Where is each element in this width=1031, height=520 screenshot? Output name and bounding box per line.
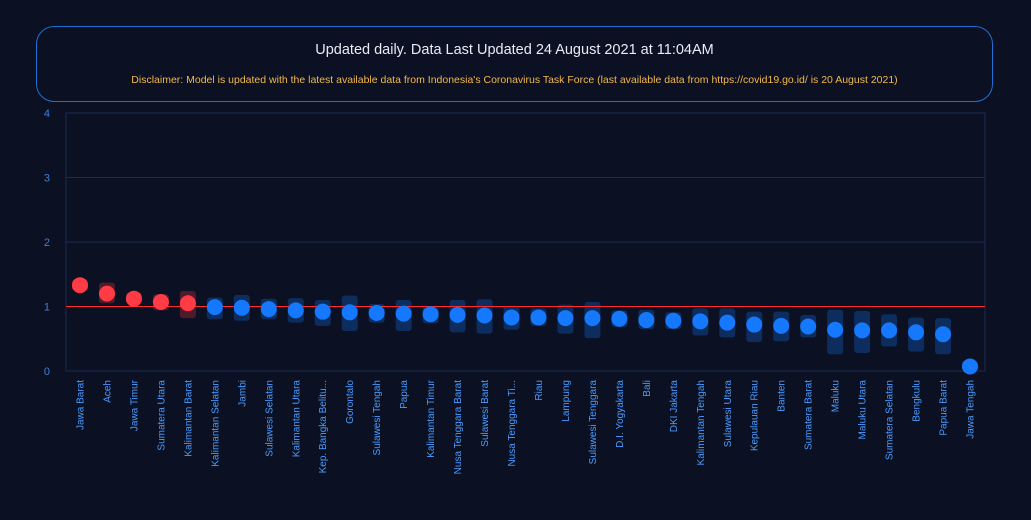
data-point bbox=[260, 301, 277, 318]
x-tick-label: DKI Jakarta bbox=[669, 380, 680, 433]
x-tick-label: Bali bbox=[642, 380, 653, 397]
data-point bbox=[314, 303, 331, 320]
data-point bbox=[746, 316, 763, 333]
data-point bbox=[584, 310, 601, 327]
y-tick-label-4: 4 bbox=[44, 108, 50, 120]
data-point bbox=[98, 285, 115, 302]
x-tick-label: Maluku bbox=[831, 380, 842, 412]
x-tick-label: D.I. Yogyakarta bbox=[615, 380, 626, 448]
data-point bbox=[800, 318, 817, 335]
data-point bbox=[395, 305, 412, 322]
x-tick-label: Jambi bbox=[237, 380, 248, 407]
x-tick-label: Papua Barat bbox=[939, 380, 950, 436]
data-point bbox=[773, 317, 790, 334]
x-tick-label: Aceh bbox=[102, 380, 113, 403]
data-point bbox=[341, 304, 358, 321]
data-point bbox=[152, 293, 169, 310]
data-point bbox=[854, 322, 871, 339]
x-tick-label: Sulawesi Tenggara bbox=[588, 380, 599, 465]
y-tick-label-0: 0 bbox=[44, 366, 50, 378]
x-tick-label: Bengkulu bbox=[912, 380, 923, 422]
x-tick-label: Jawa Timur bbox=[129, 379, 140, 431]
update-title: Updated daily. Data Last Updated 24 Augu… bbox=[315, 42, 714, 58]
data-point bbox=[206, 299, 223, 316]
x-tick-label: Lampung bbox=[561, 380, 572, 422]
x-tick-label: Sulawesi Barat bbox=[480, 380, 491, 447]
gridlines bbox=[66, 177, 985, 307]
y-tick-label-3: 3 bbox=[44, 173, 50, 185]
data-point bbox=[530, 309, 547, 326]
disclaimer-text: Disclaimer: Model is updated with the la… bbox=[131, 74, 898, 86]
x-tick-label: Nusa Tenggara Ti... bbox=[507, 380, 518, 467]
y-tick-label-1: 1 bbox=[44, 302, 50, 314]
data-point bbox=[557, 310, 574, 327]
data-point bbox=[449, 306, 466, 323]
data-point bbox=[962, 358, 978, 375]
x-tick-label: Maluku Utara bbox=[858, 380, 869, 440]
x-tick-label: Riau bbox=[534, 380, 545, 401]
x-tick-label: Gorontalo bbox=[345, 380, 356, 424]
x-tick-label: Kepulauan Riau bbox=[750, 380, 761, 451]
data-point bbox=[287, 302, 304, 319]
x-tick-label: Kalimantan Selatan bbox=[210, 380, 221, 467]
y-tick-label-2: 2 bbox=[44, 237, 50, 249]
data-point bbox=[638, 312, 655, 329]
header-panel: Updated daily. Data Last Updated 24 Augu… bbox=[36, 26, 993, 102]
data-point bbox=[72, 277, 88, 294]
y-axis-ticks: 0 1 2 3 4 bbox=[44, 108, 50, 378]
x-tick-label: Jawa Tengah bbox=[966, 380, 977, 439]
data-point bbox=[827, 321, 844, 338]
x-tick-label: Kep. Bangka Belitu... bbox=[318, 380, 329, 473]
data-point bbox=[935, 326, 952, 343]
x-tick-label: Sulawesi Selatan bbox=[264, 380, 275, 457]
x-tick-label: Sumatera Selatan bbox=[885, 380, 896, 460]
x-tick-label: Sulawesi Utara bbox=[723, 380, 734, 448]
data-point bbox=[503, 309, 520, 326]
x-tick-label: Sumatera Barat bbox=[804, 380, 815, 450]
x-tick-label: Kalimantan Tengah bbox=[696, 380, 707, 465]
data-point bbox=[665, 312, 682, 329]
data-point bbox=[881, 322, 898, 339]
data-point bbox=[692, 313, 709, 330]
x-tick-label: Nusa Tenggara Barat bbox=[453, 380, 464, 475]
x-axis-ticks: Jawa Barat Aceh Jawa Timur Sumatera Utara Ka… bbox=[76, 379, 977, 474]
data-point bbox=[908, 324, 925, 341]
x-tick-label: Papua bbox=[399, 380, 410, 409]
data-point bbox=[368, 304, 385, 321]
data-point bbox=[125, 290, 142, 307]
x-tick-label: Banten bbox=[777, 380, 788, 412]
x-tick-label: Kalimantan Timur bbox=[426, 379, 437, 457]
x-tick-label: Kalimantan Barat bbox=[183, 380, 194, 457]
data-point bbox=[422, 306, 439, 323]
x-tick-label: Sulawesi Tengah bbox=[372, 380, 383, 455]
data-point bbox=[476, 307, 493, 324]
data-point bbox=[179, 295, 196, 312]
x-tick-label: Jawa Barat bbox=[76, 380, 87, 430]
interval-bands bbox=[72, 279, 978, 371]
data-point bbox=[233, 299, 250, 316]
data-point bbox=[719, 314, 736, 331]
x-tick-label: Sumatera Utara bbox=[156, 380, 167, 451]
data-point bbox=[611, 310, 628, 327]
data-points bbox=[72, 277, 978, 375]
x-tick-label: Kalimantan Utara bbox=[291, 380, 302, 458]
